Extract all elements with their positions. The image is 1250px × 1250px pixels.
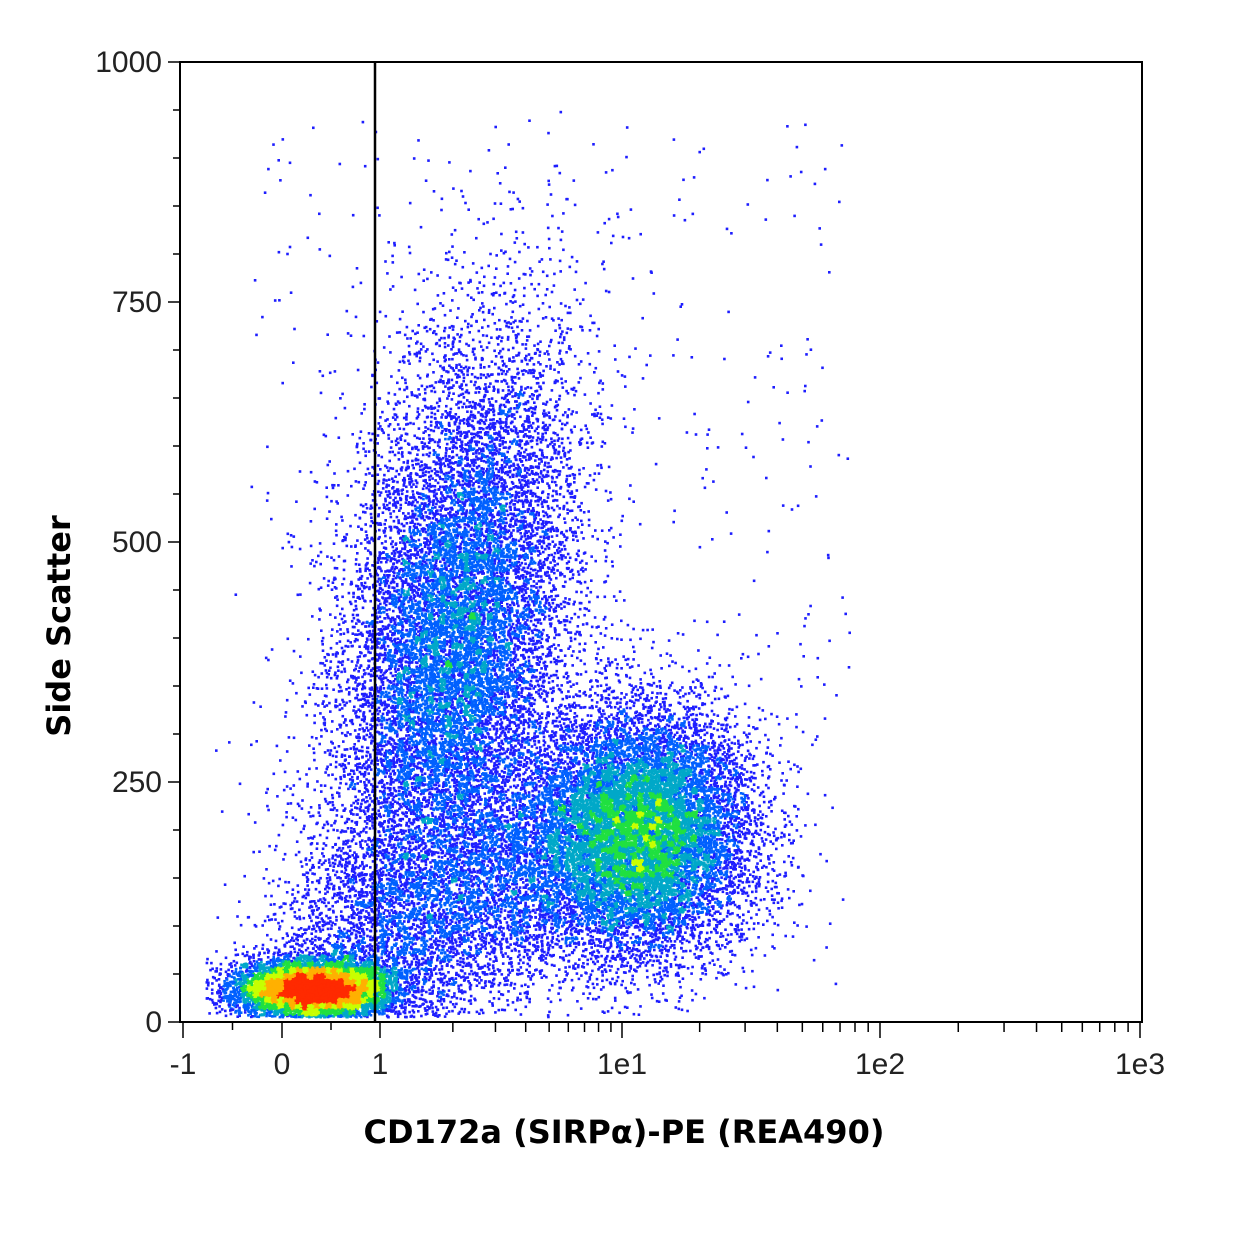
event-point <box>220 968 223 971</box>
event-point <box>254 1015 257 1018</box>
event-point <box>263 952 266 955</box>
event-point <box>218 1005 221 1008</box>
event-point <box>309 952 312 955</box>
event-point <box>258 958 261 961</box>
event-point <box>311 952 314 955</box>
event-point <box>230 1013 233 1016</box>
event-point <box>235 978 238 981</box>
event-point <box>394 1012 397 1015</box>
event-point <box>206 958 209 961</box>
event-point <box>428 989 431 992</box>
event-point <box>267 956 270 959</box>
event-point <box>359 961 362 964</box>
event-point <box>275 964 278 967</box>
event-point <box>206 987 209 990</box>
event-point <box>211 989 214 992</box>
event-point <box>233 960 236 963</box>
event-point <box>275 940 278 943</box>
event-point <box>220 963 223 966</box>
event-point <box>234 964 237 967</box>
event-point <box>207 984 210 987</box>
event-point <box>223 980 226 983</box>
event-point <box>216 1012 219 1015</box>
event-point <box>277 954 280 957</box>
event-point <box>219 1011 222 1014</box>
event-point <box>421 986 424 989</box>
event-point <box>254 963 257 966</box>
event-point <box>250 1016 253 1019</box>
event-point <box>224 1010 227 1013</box>
event-points <box>206 111 852 1019</box>
event-point <box>219 996 222 999</box>
event-point <box>253 960 256 963</box>
event-point <box>256 960 259 963</box>
event-point <box>225 971 228 974</box>
event-point <box>211 992 214 995</box>
event-point <box>233 994 236 997</box>
event-point <box>227 969 230 972</box>
event-point <box>249 962 252 965</box>
event-point <box>380 956 383 959</box>
event-point <box>210 962 213 965</box>
event-point <box>238 1007 241 1010</box>
event-point <box>207 982 210 985</box>
event-point <box>208 1012 211 1015</box>
event-point <box>244 1011 247 1014</box>
event-point <box>266 948 269 951</box>
event-point <box>218 978 221 981</box>
event-point <box>260 961 263 964</box>
event-point <box>247 1014 250 1017</box>
event-point <box>268 1014 271 1017</box>
event-point <box>221 1008 224 1011</box>
event-point <box>234 991 237 994</box>
event-point <box>226 1000 229 1003</box>
